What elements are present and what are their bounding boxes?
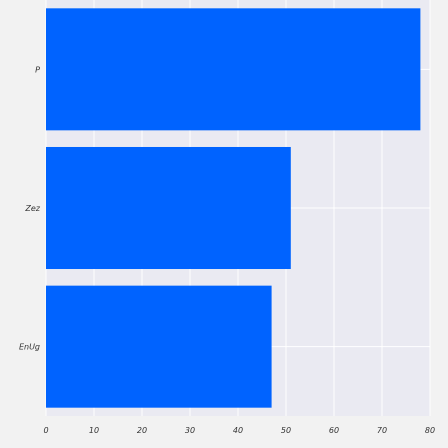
bar-enug [46,285,272,408]
x-tick-label: 40 [233,426,243,435]
x-tick-label: 80 [425,426,435,435]
bars [46,8,421,408]
x-tick-label: 20 [137,426,147,435]
y-category-label: P [35,65,40,74]
y-category-label: Zez [24,204,40,213]
x-tick-label: 0 [43,426,48,435]
y-axis-category-labels: P Zez EnUg [19,65,41,351]
x-tick-label: 30 [185,426,195,435]
x-tick-label: 10 [89,426,99,435]
x-tick-label: 70 [377,426,387,435]
x-tick-label: 50 [281,426,291,435]
y-category-label: EnUg [19,343,40,352]
bar-zez [46,146,291,270]
x-tick-label: 60 [329,426,339,435]
x-axis-tick-labels: 0 10 20 30 40 50 60 70 80 [43,426,435,435]
bar-p [46,8,421,131]
